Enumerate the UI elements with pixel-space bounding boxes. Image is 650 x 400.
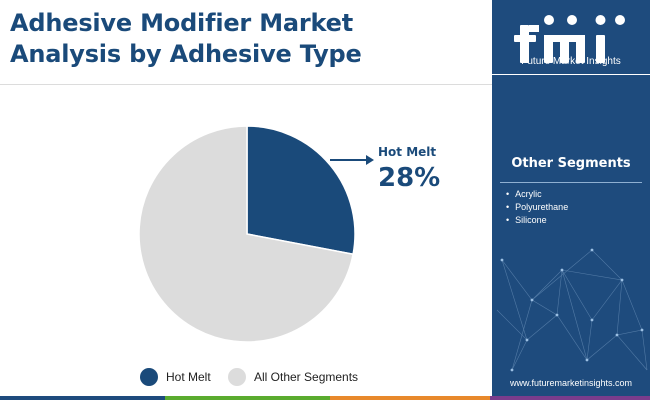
website-link[interactable]: www.futuremarketinsights.com: [509, 378, 633, 388]
page-title: Adhesive Modifier Market Analysis by Adh…: [10, 8, 362, 70]
segment-item-acrylic: Acrylic: [506, 188, 568, 201]
brand-name: Future Market Insights: [521, 56, 621, 67]
legend-item-other-segments: All Other Segments: [228, 366, 358, 388]
chart-panel: Adhesive Modifier Market Analysis by Adh…: [0, 8, 492, 388]
bar-segment-green: [165, 396, 330, 400]
bottom-color-bar: [0, 396, 650, 400]
segments-divider: [500, 182, 642, 183]
legend-item-hot-melt: Hot Melt: [140, 366, 211, 388]
bar-segment-blue: [0, 396, 165, 400]
title-line-2: Analysis by Adhesive Type: [10, 40, 362, 68]
title-divider: [0, 84, 492, 85]
title-line-1: Adhesive Modifier Market: [10, 9, 354, 37]
legend-label-hot-melt: Hot Melt: [166, 370, 211, 384]
segments-list: Acrylic Polyurethane Silicone: [506, 188, 568, 227]
legend-swatch-hot-melt: [140, 368, 158, 386]
callout-arrow: [330, 155, 374, 165]
sidebar: Future Market Insights Other Segments Ac…: [492, 0, 650, 400]
network-decoration: [496, 248, 648, 372]
bar-segment-purple: [490, 396, 650, 400]
callout-value: 28%: [378, 163, 441, 193]
logo-divider: [492, 74, 650, 75]
other-segments-title: Other Segments: [511, 156, 631, 171]
pie-slice-all-other-segments: [138, 125, 354, 343]
pie-chart: [138, 125, 374, 343]
legend-label-other-segments: All Other Segments: [254, 370, 359, 384]
fmi-logo: [514, 15, 625, 63]
legend-swatch-other-segments: [228, 368, 246, 386]
pie-slice-hot-melt: [246, 125, 356, 256]
segment-item-silicone: Silicone: [506, 214, 568, 227]
segment-item-polyurethane: Polyurethane: [506, 201, 568, 214]
callout-label: Hot Melt: [378, 145, 437, 159]
chart-legend: Hot Melt All Other Segments: [0, 366, 492, 388]
bar-segment-orange: [330, 396, 490, 400]
